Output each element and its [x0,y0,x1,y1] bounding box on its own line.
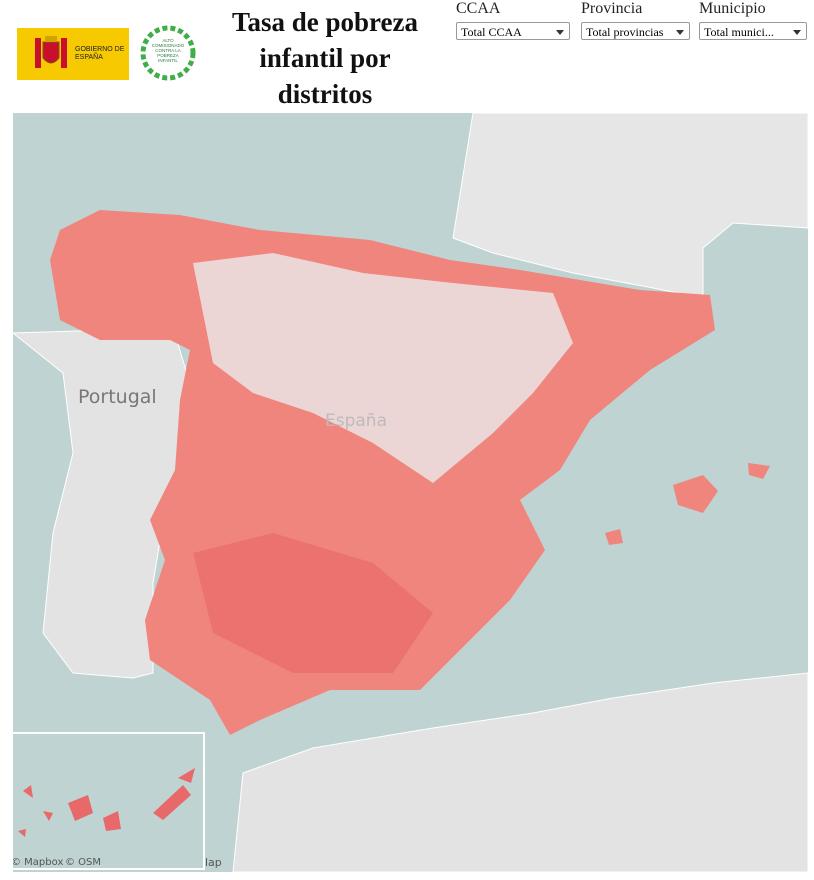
filter: Provincia Total provincias [581,0,690,40]
filter: CCAA Total CCAA [456,0,570,40]
logo-alto-comisionado: ALTO COMISIONADO CONTRA LA POBREZA INFAN… [139,24,197,82]
country-label: España [325,411,387,431]
menorca [748,463,770,479]
coat-of-arms [35,36,67,68]
attribution: © Mapbox [13,857,63,868]
cut-label: lap [205,856,222,869]
logo-text: ALTO COMISIONADO CONTRA LA POBREZA INFAN… [151,38,185,63]
title: Tasa de pobreza infantil por distritos [231,7,419,109]
country-label: Portugal [78,386,157,408]
filter-label: CCAA [456,0,501,17]
attribution: © OSM [65,857,101,868]
ibiza [605,529,623,545]
dropdown[interactable]: Total CCAA [456,22,570,40]
dropdown[interactable]: Total munici... [699,22,807,40]
low-data-area [193,253,573,483]
dropdown[interactable]: Total provincias [581,22,690,40]
filter-label: Municipio [699,0,766,17]
africa [232,672,808,872]
canary-islands [18,768,195,837]
high-rate-area [193,533,433,673]
mallorca [673,475,718,513]
logo-ring [140,25,196,81]
logo-gobierno: GOBIERNO DE ESPAÑA [17,28,129,80]
map[interactable]: Portugal España © Mapbox © OSM lap [13,113,808,872]
filter: Municipio Total munici... [699,0,807,40]
filter-label: Provincia [581,0,643,17]
logo-text: GOBIERNO DE ESPAÑA [75,46,125,61]
